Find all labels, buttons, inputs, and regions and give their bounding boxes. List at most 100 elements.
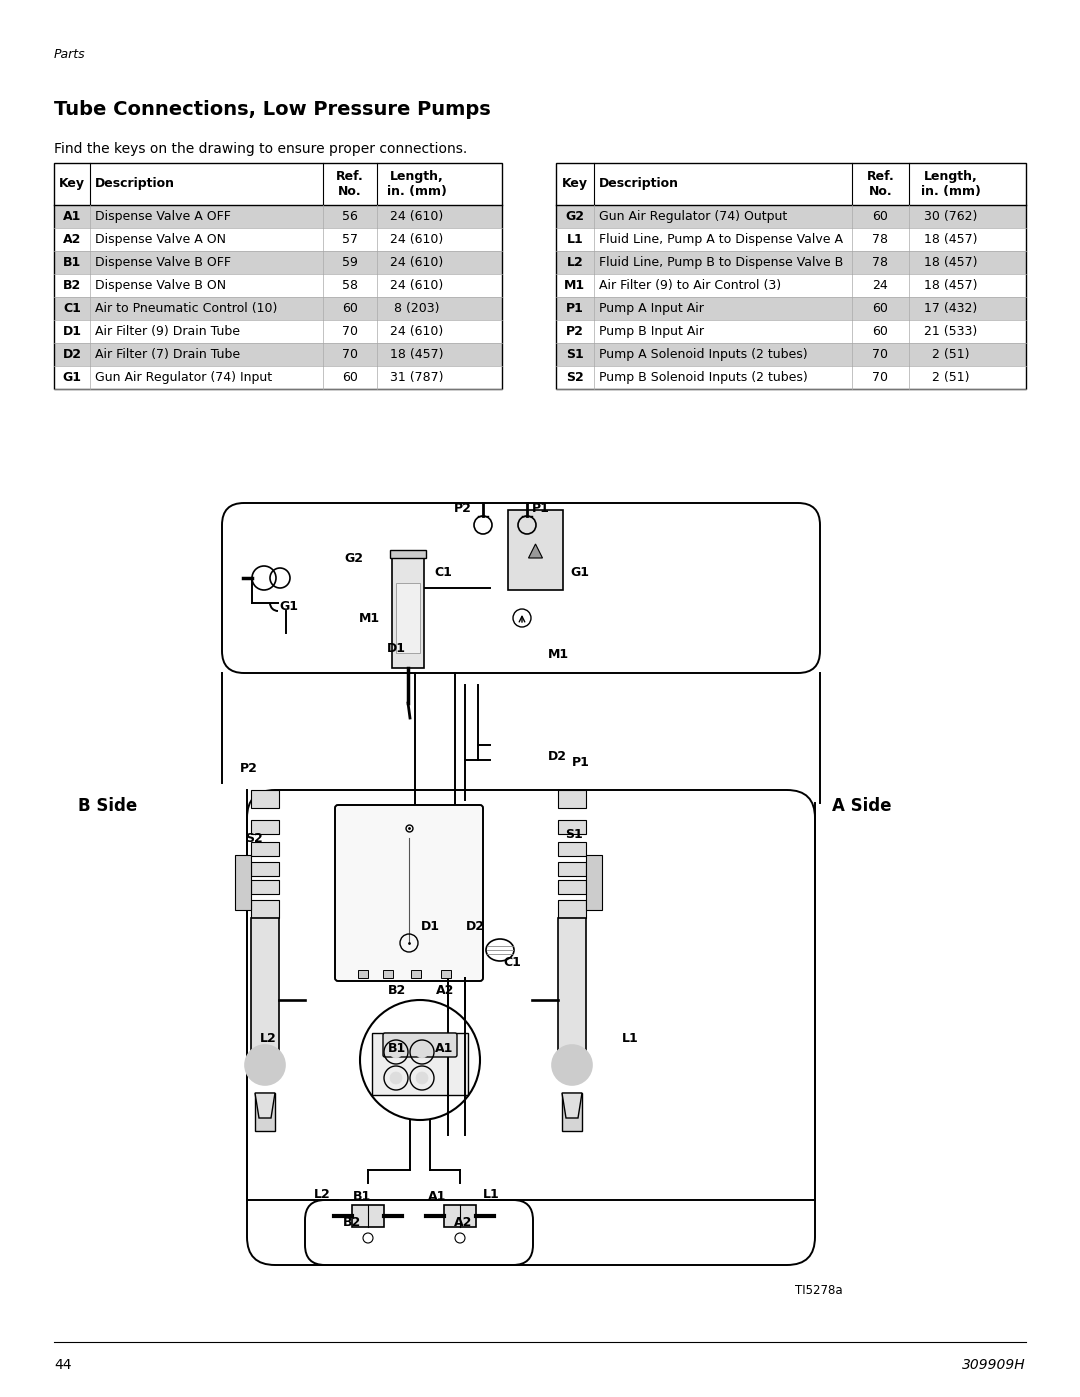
- Text: B2: B2: [342, 1215, 361, 1228]
- Bar: [556, 344, 1026, 366]
- Text: 78: 78: [873, 256, 889, 270]
- Text: P1: P1: [566, 302, 583, 314]
- Text: B2: B2: [63, 279, 81, 292]
- Text: S1: S1: [566, 348, 583, 360]
- Text: A1: A1: [428, 1189, 446, 1203]
- Text: 60: 60: [341, 302, 357, 314]
- Text: 59: 59: [341, 256, 357, 270]
- Text: TI5278a: TI5278a: [795, 1284, 842, 1296]
- Text: M1: M1: [359, 612, 380, 624]
- Bar: [357, 970, 368, 978]
- Bar: [54, 366, 502, 388]
- Text: Description: Description: [598, 177, 678, 190]
- Text: Tube Connections, Low Pressure Pumps: Tube Connections, Low Pressure Pumps: [54, 101, 490, 119]
- Text: Dispense Valve A ON: Dispense Valve A ON: [95, 233, 226, 246]
- Text: 8 (203): 8 (203): [394, 302, 440, 314]
- Text: S1: S1: [565, 827, 583, 841]
- Text: B1: B1: [63, 256, 81, 270]
- Text: S2: S2: [245, 831, 264, 845]
- Text: L2: L2: [260, 1031, 276, 1045]
- Text: Dispense Valve A OFF: Dispense Valve A OFF: [95, 210, 231, 224]
- Text: G1: G1: [63, 372, 81, 384]
- Text: Fluid Line, Pump B to Dispense Valve B: Fluid Line, Pump B to Dispense Valve B: [598, 256, 842, 270]
- Text: P2: P2: [566, 326, 583, 338]
- Bar: [54, 298, 502, 320]
- Text: 24 (610): 24 (610): [390, 210, 444, 224]
- Bar: [251, 820, 279, 834]
- Circle shape: [390, 1071, 402, 1084]
- Text: M1: M1: [548, 648, 569, 662]
- Bar: [556, 320, 1026, 344]
- Bar: [255, 1092, 275, 1132]
- Circle shape: [416, 1071, 428, 1084]
- Text: 60: 60: [341, 372, 357, 384]
- FancyBboxPatch shape: [383, 1032, 457, 1058]
- Polygon shape: [562, 1092, 582, 1118]
- Text: 18 (457): 18 (457): [924, 256, 977, 270]
- Bar: [558, 918, 586, 1063]
- Text: Dispense Valve B OFF: Dispense Valve B OFF: [95, 256, 231, 270]
- Bar: [383, 970, 393, 978]
- Text: Gun Air Regulator (74) Input: Gun Air Regulator (74) Input: [95, 372, 272, 384]
- Text: 24 (610): 24 (610): [390, 233, 444, 246]
- Bar: [390, 550, 426, 557]
- Bar: [54, 251, 502, 274]
- Text: 31 (787): 31 (787): [390, 372, 444, 384]
- Text: D1: D1: [387, 641, 406, 655]
- Polygon shape: [255, 1092, 275, 1118]
- Text: Fluid Line, Pump A to Dispense Valve A: Fluid Line, Pump A to Dispense Valve A: [598, 233, 842, 246]
- Text: 18 (457): 18 (457): [924, 279, 977, 292]
- Bar: [54, 205, 502, 228]
- Text: C1: C1: [503, 957, 521, 970]
- Text: Key: Key: [59, 177, 85, 190]
- Text: P2: P2: [240, 761, 258, 774]
- Bar: [251, 880, 279, 894]
- Bar: [392, 557, 424, 668]
- Text: 70: 70: [341, 348, 357, 360]
- Bar: [586, 855, 602, 909]
- Text: G2: G2: [565, 210, 584, 224]
- Circle shape: [245, 1045, 285, 1085]
- Bar: [558, 900, 586, 918]
- Text: 56: 56: [341, 210, 357, 224]
- Text: Air to Pneumatic Control (10): Air to Pneumatic Control (10): [95, 302, 278, 314]
- Text: 78: 78: [873, 233, 889, 246]
- Text: Dispense Valve B ON: Dispense Valve B ON: [95, 279, 226, 292]
- Bar: [556, 205, 1026, 228]
- Text: Length,: Length,: [923, 170, 977, 183]
- Text: S2: S2: [566, 372, 583, 384]
- Text: P1: P1: [572, 756, 590, 768]
- Text: A1: A1: [63, 210, 81, 224]
- Text: Pump A Solenoid Inputs (2 tubes): Pump A Solenoid Inputs (2 tubes): [598, 348, 807, 360]
- Bar: [251, 842, 279, 856]
- Text: Ref.: Ref.: [866, 170, 894, 183]
- Text: D1: D1: [63, 326, 81, 338]
- Bar: [558, 880, 586, 894]
- Text: 17 (432): 17 (432): [924, 302, 977, 314]
- Text: M1: M1: [564, 279, 585, 292]
- Text: 2 (51): 2 (51): [932, 372, 970, 384]
- Text: in. (mm): in. (mm): [921, 184, 981, 198]
- Bar: [251, 900, 279, 918]
- Text: 309909H: 309909H: [962, 1358, 1026, 1372]
- Text: G1: G1: [570, 567, 589, 580]
- Text: P2: P2: [454, 502, 472, 514]
- Text: D2: D2: [548, 750, 567, 764]
- Text: 18 (457): 18 (457): [924, 233, 977, 246]
- Bar: [235, 855, 251, 909]
- Text: Ref.: Ref.: [336, 170, 364, 183]
- Text: Gun Air Regulator (74) Output: Gun Air Regulator (74) Output: [598, 210, 787, 224]
- Bar: [251, 918, 279, 1063]
- Circle shape: [552, 1045, 592, 1085]
- Text: C1: C1: [63, 302, 81, 314]
- Text: 24: 24: [873, 279, 888, 292]
- Text: Length,: Length,: [390, 170, 444, 183]
- Text: 70: 70: [873, 348, 889, 360]
- Bar: [54, 228, 502, 251]
- Bar: [54, 163, 502, 388]
- Text: B1: B1: [388, 1042, 406, 1055]
- Text: No.: No.: [868, 184, 892, 198]
- FancyBboxPatch shape: [335, 805, 483, 981]
- Bar: [444, 1206, 476, 1227]
- Bar: [251, 862, 279, 876]
